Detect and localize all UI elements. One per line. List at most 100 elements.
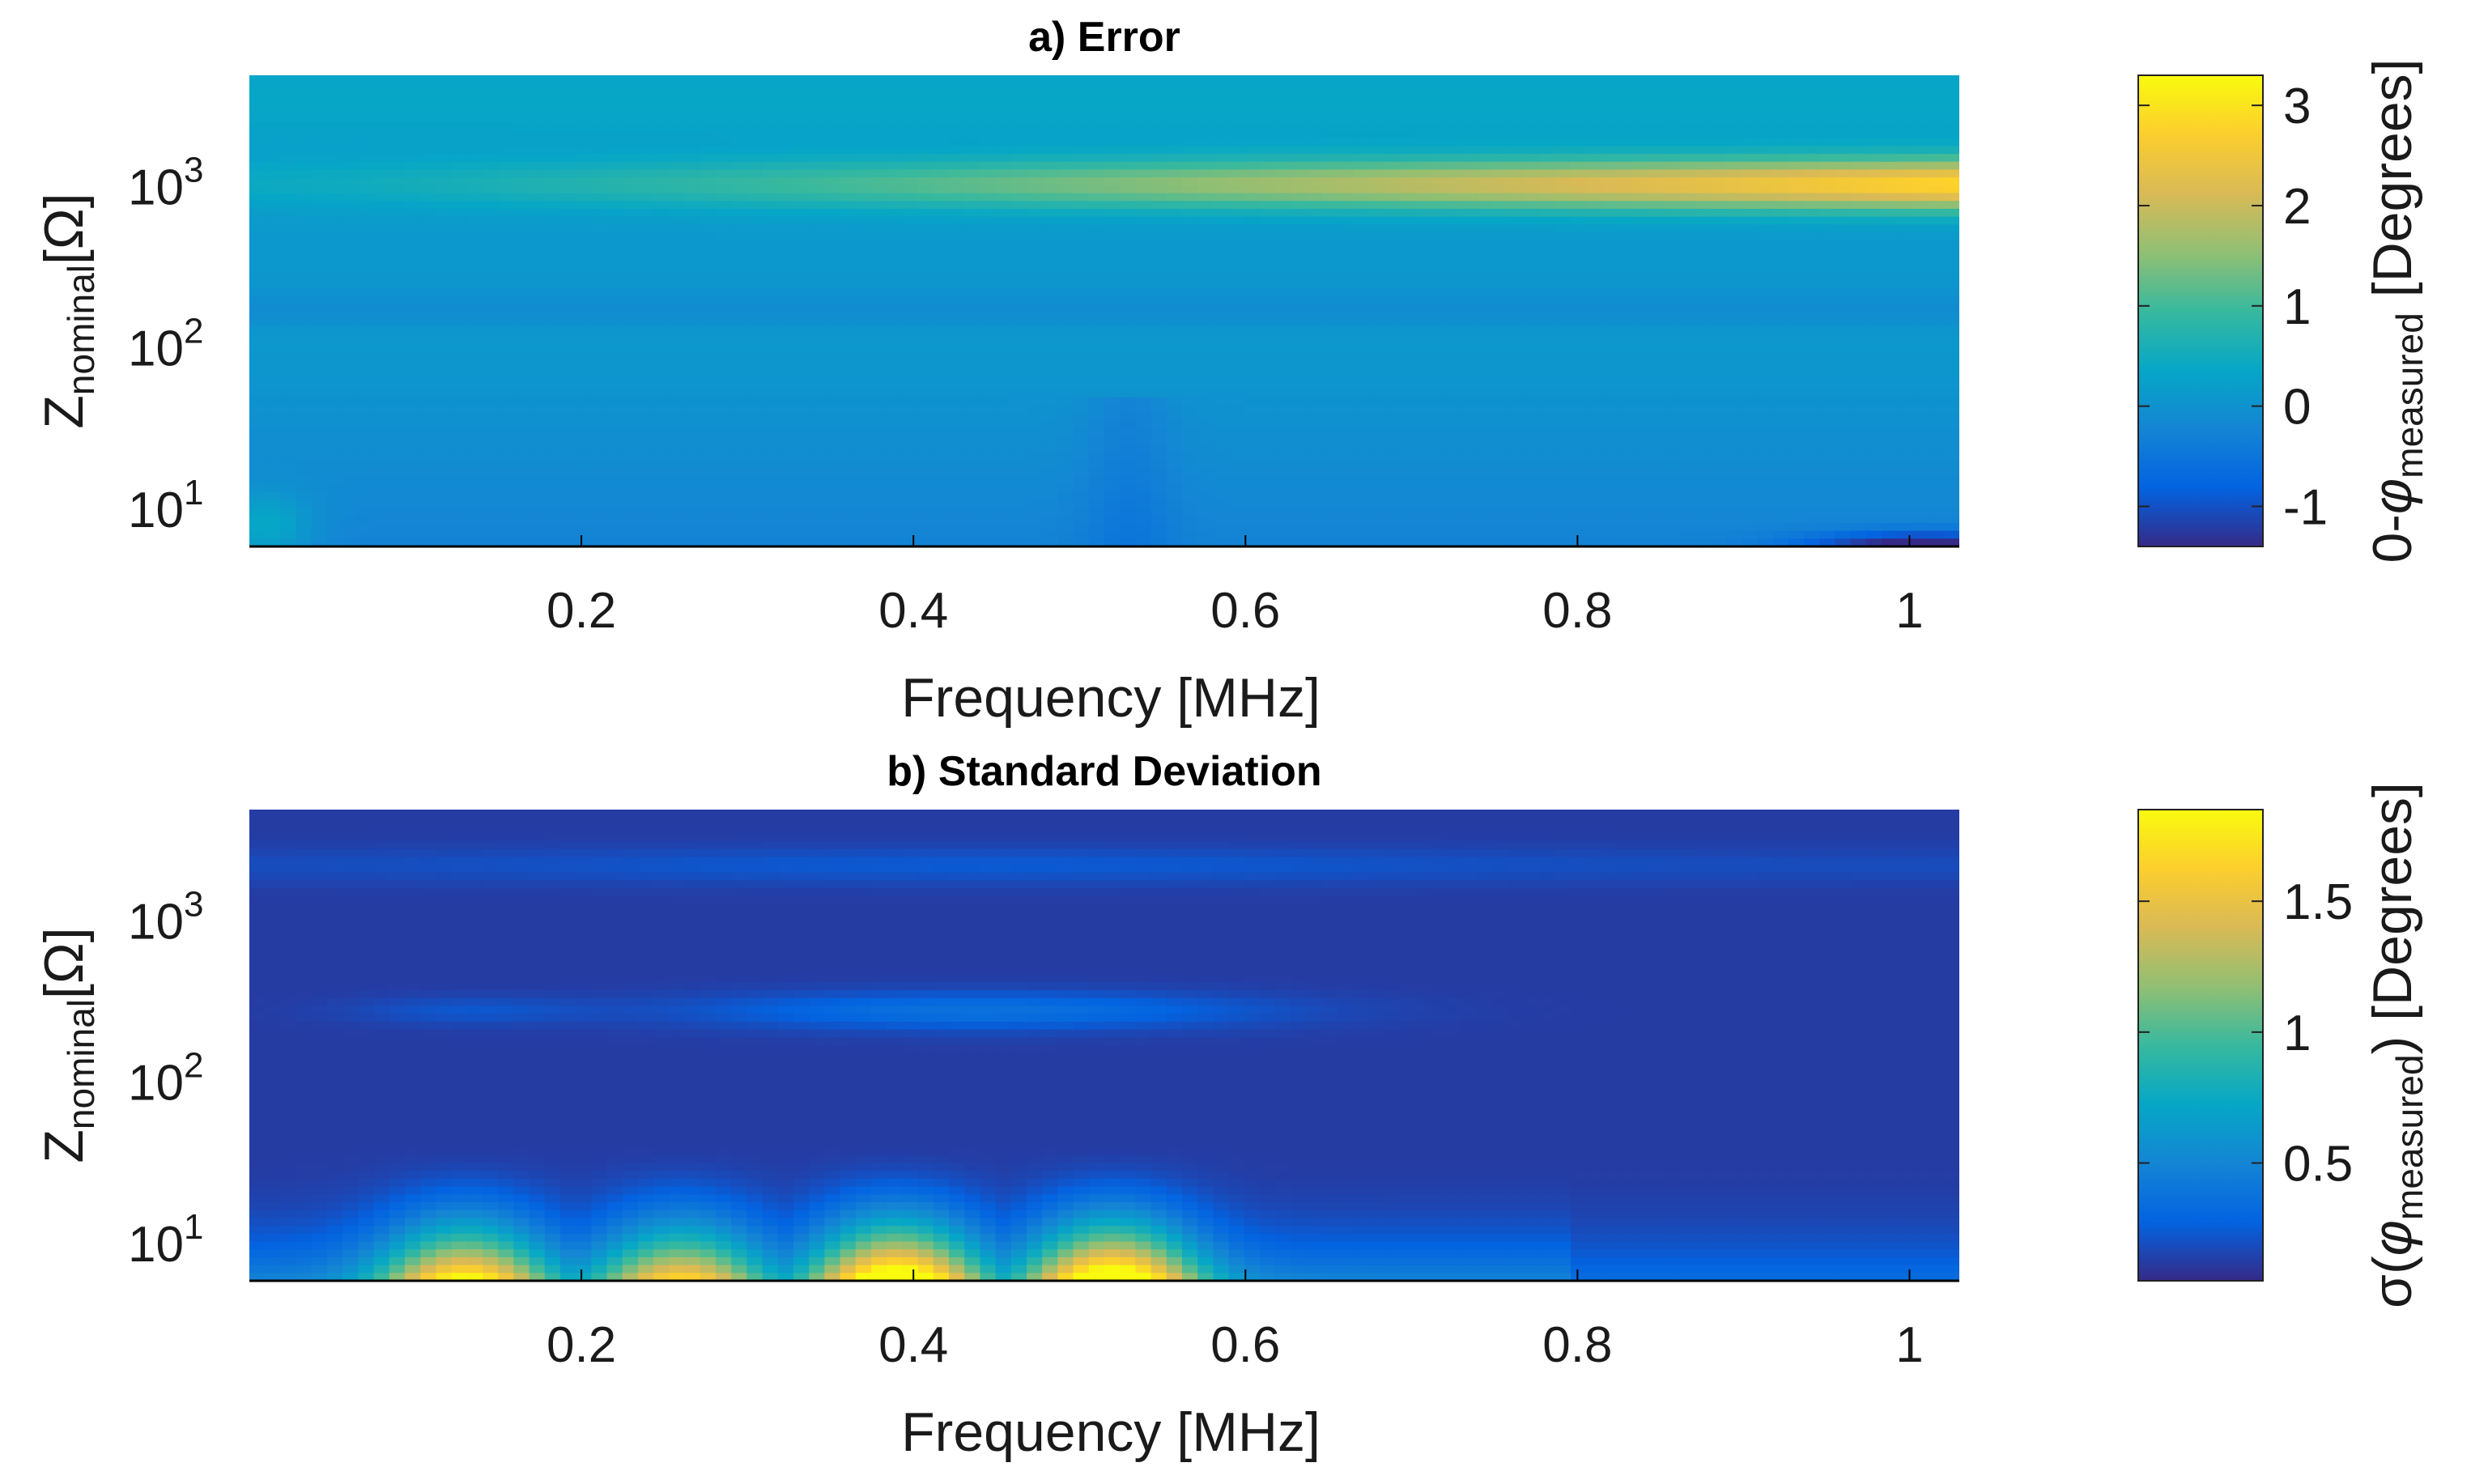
heatmap-cell [436,232,453,241]
heatmap-cell [669,397,686,406]
heatmap-cell [1275,420,1291,430]
heatmap-cell [933,208,950,218]
heatmap-cell [420,342,436,351]
heatmap-cell [265,475,281,484]
heatmap-cell [529,428,546,437]
heatmap-cell [327,538,343,546]
heatmap-cell [1446,334,1463,343]
heatmap-cell [917,75,934,84]
heatmap-cell [887,279,903,288]
heatmap-cell [1306,311,1323,320]
heatmap-cell [1228,279,1245,288]
heatmap-cell [949,91,965,100]
heatmap-cell [1010,75,1027,84]
heatmap-cell [1431,334,1447,343]
heatmap-cell [466,538,483,546]
heatmap-cell [1524,475,1541,484]
heatmap-cell [1508,428,1525,437]
heatmap-cell [762,436,779,445]
heatmap-cell [280,350,297,359]
heatmap-cell [1244,373,1261,382]
heatmap-cell [342,169,359,178]
heatmap-cell [466,334,483,343]
heatmap-cell [296,499,313,508]
heatmap-cell [1291,358,1308,367]
heatmap-cell [1228,99,1245,108]
heatmap-cell [1508,365,1525,375]
heatmap-cell [1010,177,1027,186]
heatmap-cell [249,106,266,116]
heatmap-cell [1321,444,1338,453]
heatmap-cell [1057,413,1074,422]
heatmap-cell [902,381,919,390]
heatmap-cell [1321,365,1338,375]
heatmap-cell [591,263,608,273]
heatmap-cell [793,326,810,335]
heatmap-cell [483,75,499,84]
heatmap-cell [1010,83,1027,91]
heatmap-cell [917,530,934,539]
heatmap-cell [358,83,375,91]
heatmap-cell [342,75,359,84]
heatmap-cell [1477,397,1494,406]
heatmap-cell [1260,468,1276,477]
heatmap-cell [1150,75,1167,84]
heatmap-cell [420,232,436,241]
heatmap-cell [560,483,576,492]
heatmap-cell [358,279,375,288]
heatmap-cell [591,279,608,288]
heatmap-cell [964,154,980,163]
heatmap-cell [1399,538,1416,546]
heatmap-cell [1120,491,1136,500]
heatmap-cell [762,75,779,84]
heatmap-cell [311,138,328,147]
heatmap-cell [1166,114,1183,123]
heatmap-cell [1213,538,1230,546]
heatmap-cell [1042,318,1058,327]
heatmap-cell [855,334,872,343]
heatmap-cell [1353,240,1369,249]
heatmap-cell [311,311,328,320]
heatmap-cell [1213,122,1230,131]
heatmap-cell [746,491,763,500]
heatmap-cell [809,373,825,382]
heatmap-cell [980,279,997,288]
heatmap-cell [544,311,561,320]
heatmap-cell [544,365,561,375]
heatmap-cell [358,365,375,375]
heatmap-cell [995,295,1012,304]
heatmap-cell [420,428,436,437]
heatmap-cell [1073,358,1090,367]
heatmap-cell [746,311,763,320]
heatmap-cell [1244,358,1261,367]
heatmap-cell [1415,161,1431,170]
heatmap-cell [249,91,266,100]
heatmap-cell [1291,295,1308,304]
heatmap-cell [793,538,810,546]
heatmap-cell [1291,99,1308,108]
heatmap-cell [995,326,1012,335]
heatmap-cell [1368,99,1385,108]
heatmap-cell [576,99,592,108]
heatmap-cell [855,468,872,477]
heatmap-cell [887,224,903,233]
heatmap-cell [716,193,732,202]
heatmap-cell [1260,114,1276,123]
heatmap-cell [793,91,810,100]
heatmap-cell [809,468,825,477]
heatmap-cell [327,114,343,123]
heatmap-cell [653,358,670,367]
heatmap-cell [980,475,997,484]
heatmap-cell [995,491,1012,500]
heatmap-cell [498,444,514,453]
heatmap-cell [1415,373,1431,382]
heatmap-cell [389,522,406,532]
heatmap-cell [1182,397,1198,406]
heatmap-cell [933,397,950,406]
heatmap-cell [1135,114,1152,123]
heatmap-cell [451,475,468,484]
heatmap-cell [544,216,561,225]
heatmap-cell [1260,75,1276,84]
heatmap-cell [1197,334,1214,343]
heatmap-cell [902,365,919,375]
